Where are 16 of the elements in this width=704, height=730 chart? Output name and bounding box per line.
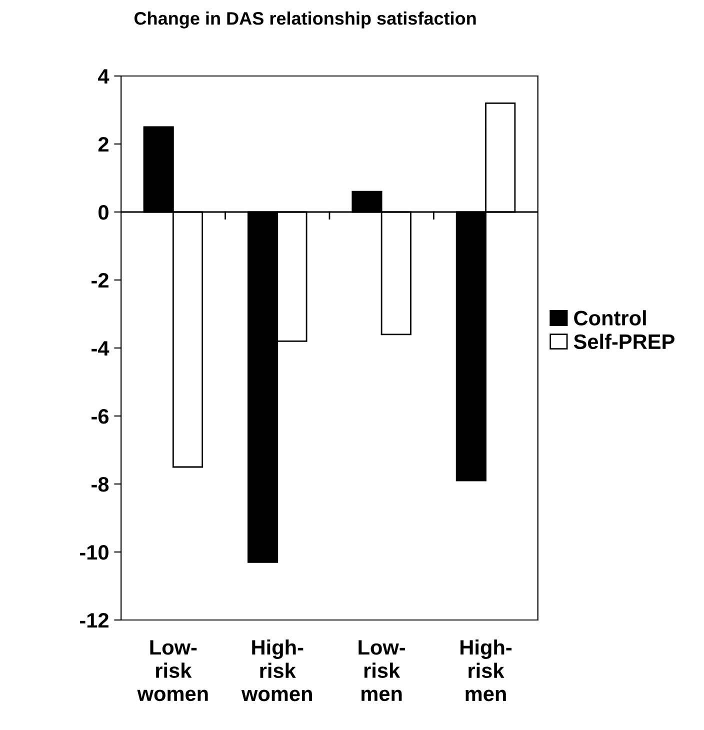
y-tick-label: -10 <box>80 545 108 560</box>
y-tick-label: -12 <box>80 613 108 628</box>
legend-label: Self-PREP <box>574 334 674 350</box>
chart-title: Change in DAS relationship satisfaction <box>134 12 476 28</box>
x-tick-label: Low- risk men <box>358 640 406 702</box>
y-tick-label: 4 <box>98 69 110 84</box>
x-tick-label: Low- risk women <box>137 640 208 702</box>
y-tick-label: -8 <box>92 477 109 492</box>
y-tick-label: 0 <box>98 205 108 220</box>
x-tick-label: High- risk men <box>460 639 512 702</box>
x-tick-label: High- risk women <box>241 639 312 702</box>
y-tick-label: -6 <box>92 409 109 424</box>
y-tick-label: -2 <box>92 273 108 288</box>
y-tick-label: 2 <box>98 137 108 152</box>
legend-label: Control <box>574 310 646 326</box>
y-tick-label: -4 <box>92 341 110 356</box>
